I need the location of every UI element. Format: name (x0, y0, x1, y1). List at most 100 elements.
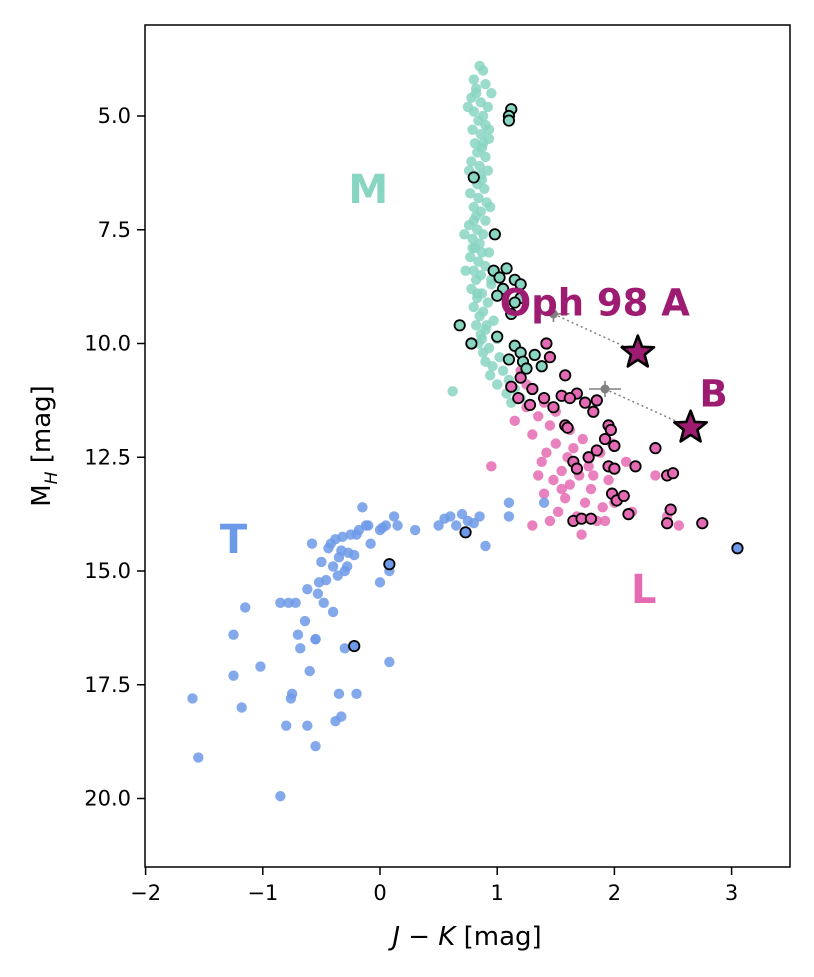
outlined-point (570, 462, 583, 475)
outlined-point (629, 460, 642, 473)
outlined-point (526, 382, 539, 396)
t-dwarf-point (318, 597, 329, 609)
l-dwarf-point (577, 433, 588, 445)
connector-line (553, 313, 639, 354)
y-tick-label: 20.0 (84, 787, 131, 811)
m-dwarf-point (486, 88, 497, 99)
m-dwarf-point (470, 88, 482, 99)
t-dwarf-point (327, 561, 339, 572)
m-dwarf-point (470, 320, 482, 331)
t-dwarf-point (357, 502, 368, 513)
m-dwarf-point (477, 138, 489, 149)
star-marker (620, 334, 656, 368)
t-dwarf-point (384, 656, 395, 668)
outlined-point (508, 296, 521, 309)
l-dwarf-point (564, 479, 576, 490)
outlined-point (661, 517, 674, 530)
outlined-point (488, 228, 501, 241)
l-dwarf-point (579, 497, 591, 508)
t-dwarf-point (468, 518, 479, 529)
t-dwarf-point (304, 665, 315, 677)
t-dwarf-point (290, 597, 301, 609)
t-dwarf-point (538, 497, 550, 508)
outlined-point (520, 362, 533, 375)
t-dwarf-point (228, 629, 239, 640)
l-dwarf-point (533, 411, 544, 422)
t-dwarf-point (255, 661, 266, 672)
m-dwarf-point (465, 251, 476, 263)
outlined-point (537, 391, 551, 405)
connector-line (604, 388, 691, 429)
m-dwarf-point (447, 386, 458, 397)
m-dwarf-point (479, 183, 490, 194)
m-dwarf-point (480, 151, 491, 163)
outlined-point (590, 394, 603, 407)
t-dwarf-point (228, 670, 239, 681)
m-dwarf-point (481, 320, 492, 331)
l-dwarf-point (559, 493, 571, 504)
t-dwarf-point (365, 538, 376, 549)
l-dwarf-point (541, 447, 552, 458)
m-dwarf-point (470, 274, 482, 285)
t-dwarf-points (187, 497, 550, 802)
t-dwarf-point (299, 615, 311, 627)
t-dwarf-point (310, 634, 321, 645)
outlined-point (465, 337, 478, 350)
m-dwarf-point (476, 247, 488, 258)
outlined-point (584, 512, 598, 525)
l-dwarf-point (588, 470, 599, 481)
t-dwarf-point (474, 511, 485, 522)
t-dwarf-point (380, 520, 392, 531)
t-dwarf-point (363, 520, 374, 531)
t-dwarf-point (275, 597, 286, 609)
outlined-point (587, 405, 600, 418)
l-dwarf-point (509, 415, 520, 427)
t-dwarf-point (450, 520, 462, 531)
outlined-point (608, 462, 621, 475)
x-axis-label: J − K [mag] (387, 922, 541, 952)
m-dwarf-point (462, 101, 474, 113)
m-dwarf-point (472, 147, 483, 158)
m-dwarf-point (468, 74, 479, 85)
m-dwarf-point (475, 129, 486, 140)
t-dwarf-point (445, 511, 456, 522)
m-dwarf-point (497, 365, 509, 376)
outlined-point (731, 542, 744, 555)
l-dwarf-point (585, 483, 597, 495)
outlined-point (563, 391, 576, 405)
y-tick-label: 12.5 (84, 445, 131, 469)
t-dwarf-point (281, 720, 292, 731)
outlined-point (493, 271, 506, 284)
outlined-point (696, 517, 709, 530)
t-dwarf-point (285, 693, 297, 704)
group-label-t: T (220, 517, 248, 563)
m-dwarf-point (480, 78, 491, 90)
m-dwarf-point (468, 215, 479, 226)
t-dwarf-point (275, 791, 286, 802)
t-dwarf-point (374, 577, 386, 588)
outlined-point (491, 289, 504, 302)
t-dwarf-point (337, 531, 348, 543)
outlined-point (547, 401, 560, 414)
outlined-point (528, 348, 541, 361)
t-dwarf-point (320, 574, 332, 586)
t-dwarf-point (327, 606, 339, 618)
l-dwarf-point (538, 488, 550, 499)
outlined-point (453, 319, 466, 332)
t-dwarf-point (456, 508, 468, 520)
m-dwarf-point (484, 201, 496, 213)
t-dwarf-point (351, 529, 362, 540)
l-dwarf-point (556, 483, 567, 495)
outlined-point (505, 307, 518, 321)
outlined-point (500, 262, 513, 275)
m-dwarf-point (472, 288, 483, 299)
t-dwarf-point (433, 520, 444, 531)
group-label-m: M (348, 167, 388, 213)
outlined-point (540, 337, 553, 350)
t-dwarf-point (392, 520, 403, 531)
t-dwarf-point (409, 524, 421, 536)
m-dwarf-point (468, 301, 479, 313)
m-dwarf-point (473, 192, 484, 204)
m-dwarf-point (483, 124, 495, 135)
outlined-point (608, 439, 621, 452)
